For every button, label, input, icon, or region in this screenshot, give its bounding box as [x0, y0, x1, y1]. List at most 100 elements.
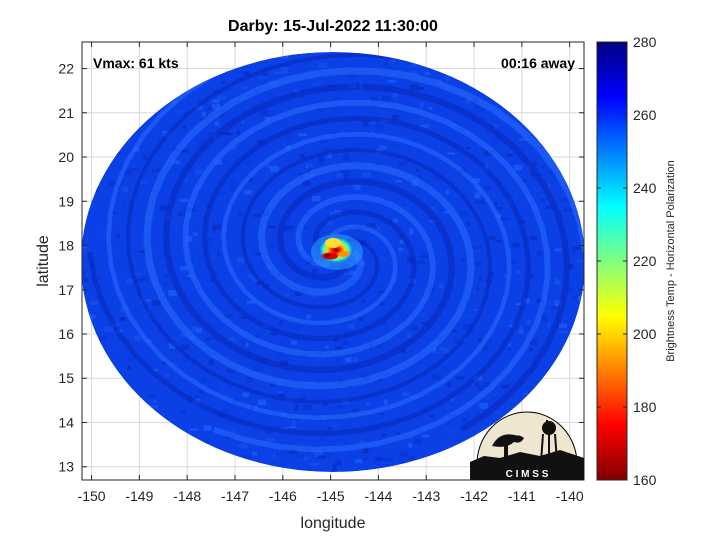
texture-pixel	[397, 457, 405, 463]
texture-pixel	[342, 170, 349, 174]
texture-pixel	[318, 156, 325, 163]
texture-pixel	[341, 470, 345, 472]
texture-pixel	[189, 428, 198, 431]
texture-pixel	[381, 433, 386, 437]
texture-pixel	[571, 246, 581, 250]
texture-pixel	[249, 177, 253, 183]
texture-pixel	[294, 325, 302, 329]
texture-pixel	[290, 340, 298, 345]
texture-pixel	[136, 272, 142, 276]
texture-pixel	[519, 326, 523, 332]
texture-pixel	[177, 211, 185, 217]
texture-pixel	[541, 193, 546, 198]
texture-pixel	[167, 290, 177, 296]
texture-pixel	[320, 438, 324, 441]
texture-pixel	[298, 154, 303, 158]
texture-pixel	[417, 86, 425, 93]
texture-pixel	[278, 352, 283, 357]
texture-pixel	[149, 394, 155, 398]
texture-pixel	[376, 227, 380, 231]
texture-pixel	[225, 419, 232, 422]
colorbar-tick-label: 180	[633, 399, 657, 415]
texture-pixel	[193, 232, 198, 236]
x-tick-label: -143	[412, 488, 440, 504]
texture-pixel	[138, 181, 147, 184]
texture-pixel	[515, 302, 524, 306]
texture-pixel	[104, 327, 114, 332]
texture-pixel	[309, 294, 318, 298]
texture-pixel	[352, 184, 360, 190]
texture-pixel	[153, 368, 159, 372]
texture-pixel	[294, 291, 302, 297]
texture-pixel	[334, 346, 343, 350]
texture-pixel	[255, 334, 260, 339]
texture-pixel	[554, 248, 563, 252]
texture-pixel	[414, 251, 419, 256]
texture-pixel	[475, 200, 485, 204]
texture-pixel	[513, 164, 523, 171]
texture-pixel	[266, 329, 271, 335]
texture-pixel	[172, 211, 178, 216]
texture-pixel	[521, 178, 527, 183]
texture-pixel	[208, 359, 214, 365]
texture-pixel	[461, 257, 466, 261]
texture-pixel	[396, 432, 401, 435]
texture-pixel	[554, 328, 560, 334]
spiral-band	[143, 67, 584, 390]
texture-pixel	[90, 300, 99, 306]
spiral-band	[87, 115, 532, 437]
texture-pixel	[432, 176, 441, 181]
axes-frame	[81, 41, 585, 481]
texture-pixel	[494, 322, 504, 326]
texture-pixel	[563, 208, 573, 212]
texture-pixel	[467, 105, 475, 108]
texture-pixel	[536, 298, 544, 303]
colorbar-tick-label: 280	[633, 34, 657, 50]
texture-pixel	[335, 460, 342, 466]
texture-pixel	[319, 140, 327, 143]
texture-pixel	[583, 372, 584, 376]
texture-pixel	[168, 343, 176, 349]
texture-pixel	[492, 391, 497, 397]
texture-pixel	[302, 180, 311, 187]
texture-pixel	[375, 378, 380, 384]
texture-pixel	[182, 343, 189, 347]
texture-pixel	[434, 350, 441, 355]
texture-pixel	[282, 447, 290, 454]
texture-pixel	[507, 346, 512, 351]
texture-pixel	[230, 185, 237, 191]
texture-pixel	[504, 273, 508, 278]
texture-pixel	[217, 95, 227, 100]
texture-pixel	[308, 165, 312, 170]
texture-pixel	[348, 57, 352, 62]
texture-pixel	[349, 270, 355, 275]
texture-pixel	[420, 254, 429, 259]
chart-title: Darby: 15-Jul-2022 11:30:00	[228, 18, 438, 35]
y-tick-label: 19	[58, 193, 74, 209]
x-tick-label: -146	[269, 488, 297, 504]
texture-pixel	[407, 333, 412, 339]
texture-pixel	[486, 131, 491, 135]
texture-pixel	[83, 277, 88, 283]
texture-pixel	[455, 338, 459, 344]
texture-pixel	[358, 317, 364, 321]
texture-pixel	[134, 335, 141, 341]
texture-pixel	[391, 115, 400, 120]
texture-pixel	[529, 236, 538, 240]
texture-pixel	[257, 399, 267, 406]
texture-pixel	[164, 280, 171, 287]
texture-pixel	[398, 247, 404, 252]
texture-pixel	[387, 60, 392, 63]
texture-pixel	[120, 317, 125, 322]
texture-pixel	[526, 319, 532, 325]
texture-pixel	[306, 314, 311, 319]
texture-pixel	[323, 402, 328, 406]
texture-pixel	[451, 252, 458, 257]
texture-pixel	[552, 306, 556, 310]
texture-pixel	[332, 96, 339, 99]
texture-pixel	[254, 252, 261, 256]
texture-pixel	[507, 342, 512, 348]
x-tick-label: -150	[78, 488, 106, 504]
texture-pixel	[207, 237, 215, 241]
